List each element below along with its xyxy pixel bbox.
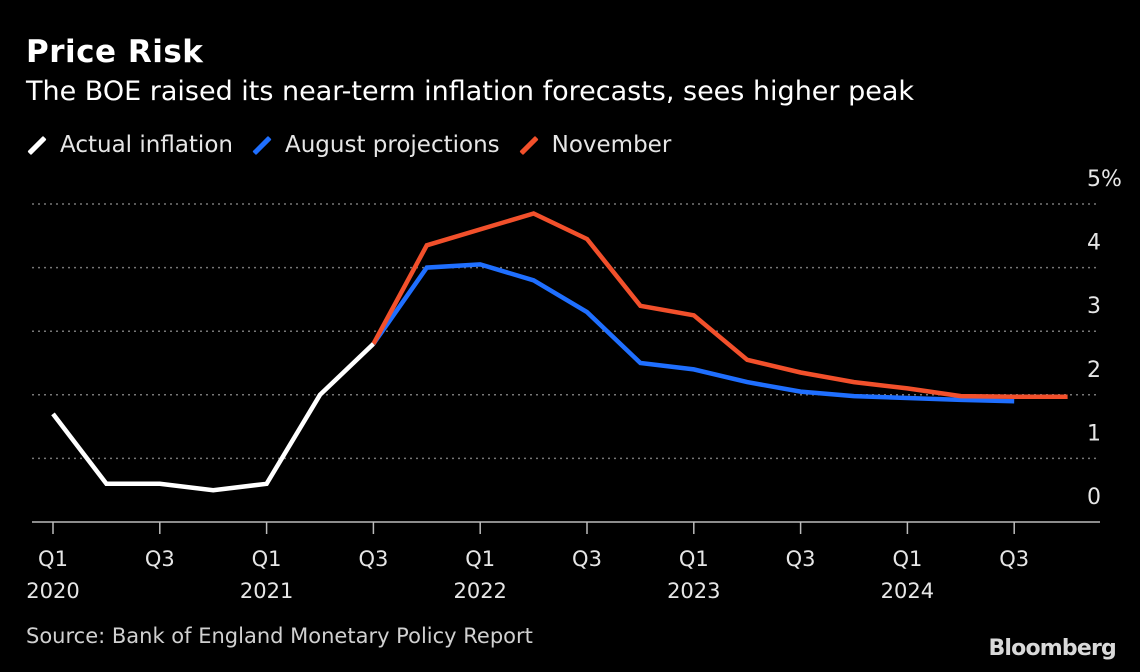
y-tick-label-5: 5% — [1087, 167, 1122, 192]
legend-item-august: August projections — [251, 132, 500, 158]
legend-item-actual: Actual inflation — [26, 132, 233, 158]
chart-title: Price Risk — [26, 34, 204, 70]
bloomberg-logo: Bloomberg — [988, 636, 1116, 661]
x-year-label-2024: 2024 — [881, 579, 934, 603]
y-tick-label-4: 4 — [1087, 231, 1101, 256]
legend-label-november: November — [551, 132, 672, 158]
x-tick-label-3: Q3 — [358, 547, 388, 571]
x-year-label-2023: 2023 — [667, 579, 720, 603]
legend-label-actual: Actual inflation — [60, 132, 233, 158]
legend-item-november: November — [518, 132, 672, 158]
x-tick-label-0: Q1 — [38, 547, 68, 571]
x-tick-label-6: Q1 — [679, 547, 709, 571]
series-line-actual-inflation — [51, 342, 375, 493]
x-tick-label-5: Q3 — [572, 547, 602, 571]
x-year-label-2022: 2022 — [453, 579, 506, 603]
y-tick-label-2: 2 — [1087, 358, 1101, 383]
series-line-november — [371, 211, 1068, 399]
x-tick-label-2: Q1 — [252, 547, 282, 571]
chart-subtitle: The BOE raised its near-term inflation f… — [26, 76, 915, 107]
source-note: Source: Bank of England Monetary Policy … — [26, 624, 533, 648]
x-tick-label-7: Q3 — [786, 547, 816, 571]
series-line-august-projections — [371, 262, 1015, 404]
y-tick-label-0: 0 — [1087, 485, 1101, 510]
legend-label-august: August projections — [284, 132, 500, 158]
x-year-label-2020: 2020 — [26, 579, 79, 603]
x-tick-label-8: Q1 — [892, 547, 922, 571]
chart-legend: Actual inflation August projections Nove… — [26, 132, 689, 158]
x-tick-label-9: Q3 — [999, 547, 1029, 571]
x-year-label-2021: 2021 — [240, 579, 293, 603]
x-tick-label-1: Q3 — [145, 547, 175, 571]
x-tick-label-4: Q1 — [465, 547, 495, 571]
y-tick-label-1: 1 — [1087, 421, 1101, 446]
y-tick-label-3: 3 — [1087, 294, 1101, 319]
